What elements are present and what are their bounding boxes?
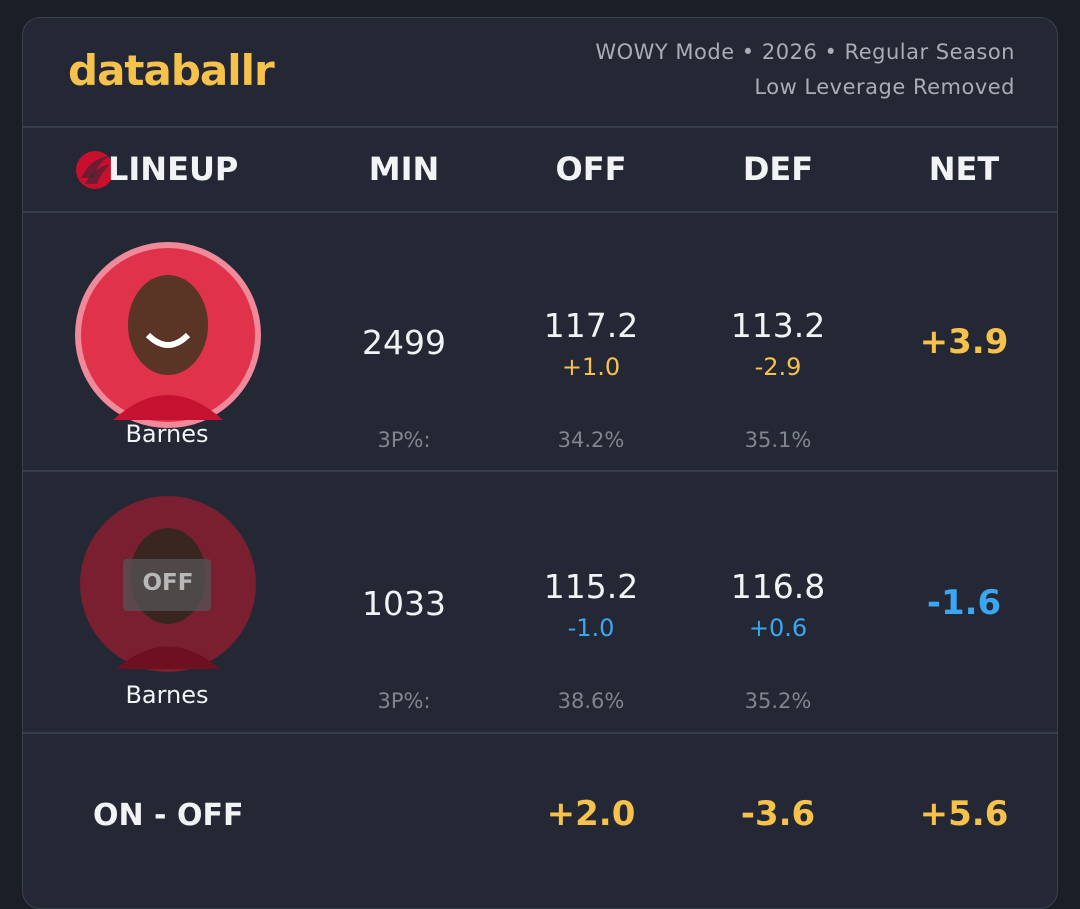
player-name: Barnes	[125, 420, 209, 448]
player-avatar	[75, 242, 261, 428]
page: {"header": {"logo": "databallr", "subtit…	[22, 17, 1058, 909]
footer-label: ON - OFF	[93, 798, 244, 833]
off-rating: 117.2	[543, 306, 639, 345]
divider	[23, 470, 1057, 472]
card: databallr WOWY Mode • 2026 • Regular Sea…	[22, 17, 1058, 909]
minutes: 2499	[362, 323, 446, 362]
subtitle: WOWY Mode • 2026 • Regular Season	[595, 40, 1015, 64]
shooting-label: 3P%:	[377, 428, 431, 452]
player-avatar	[80, 496, 256, 672]
column-header: DEF	[742, 150, 814, 188]
column-header: OFF	[555, 150, 627, 188]
off-rating: 115.2	[543, 567, 639, 606]
off-badge: OFF	[142, 570, 194, 596]
off-diff: +1.0	[561, 353, 621, 381]
net-rating: +3.9	[919, 322, 1009, 362]
def-rating: 116.8	[730, 567, 826, 606]
divider	[23, 732, 1057, 734]
shooting-label: 3P%:	[377, 689, 431, 713]
def-3p: 35.2%	[744, 689, 812, 713]
divider	[23, 211, 1057, 213]
footer-net: +5.6	[919, 794, 1009, 834]
def-diff: +0.6	[748, 614, 808, 642]
column-header: MIN	[368, 150, 440, 188]
def-rating: 113.2	[730, 306, 826, 345]
net-rating: -1.6	[926, 583, 1002, 623]
divider	[23, 126, 1057, 128]
def-3p: 35.1%	[744, 428, 812, 452]
team-logo	[76, 151, 114, 189]
off-3p: 38.6%	[557, 689, 625, 713]
def-diff: -2.9	[754, 353, 802, 381]
column-header: LINEUP	[108, 150, 239, 188]
off-3p: 34.2%	[557, 428, 625, 452]
subtitle: Low Leverage Removed	[754, 75, 1015, 99]
footer-off: +2.0	[546, 794, 636, 834]
logo: databallr	[68, 46, 275, 95]
minutes: 1033	[362, 584, 446, 623]
column-header: NET	[928, 150, 1000, 188]
footer-def: -3.6	[740, 794, 816, 834]
off-diff: -1.0	[567, 614, 615, 642]
player-name: Barnes	[125, 681, 209, 709]
